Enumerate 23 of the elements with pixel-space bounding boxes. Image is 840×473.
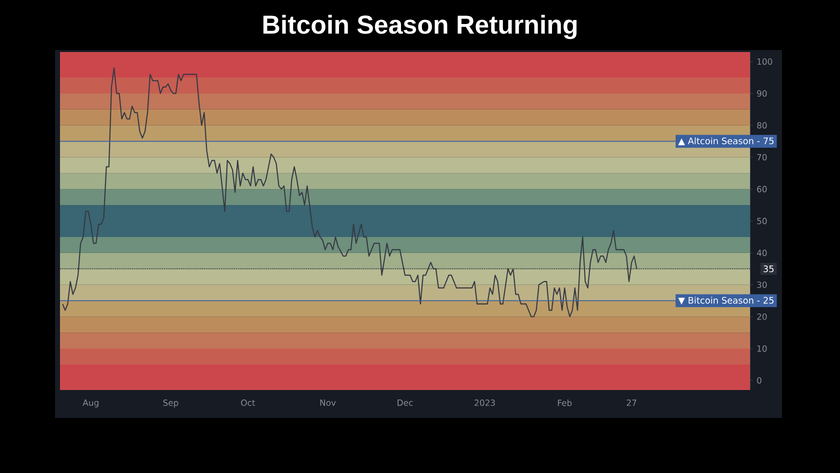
y-tick-label: 20 xyxy=(757,313,767,320)
y-tick-label: 50 xyxy=(757,218,767,224)
y-tick-label: 100 xyxy=(757,58,772,65)
x-tick-label: Aug xyxy=(82,400,98,408)
x-tick-label: Nov xyxy=(320,400,336,406)
ref-line-label: 35 xyxy=(764,265,774,272)
chart-title: Bitcoin Season Returning xyxy=(263,14,577,40)
x-tick-label: 27 xyxy=(626,400,636,406)
ref-line-label: ▲ Altcoin Season - 75 xyxy=(678,137,774,146)
x-tick-label: Dec xyxy=(398,400,413,406)
y-tick-label: 60 xyxy=(757,186,767,192)
y-tick-label: 40 xyxy=(756,250,767,256)
y-tick-label: 90 xyxy=(757,90,767,97)
y-tick-label: 70 xyxy=(757,154,767,160)
y-tick-label: 80 xyxy=(757,122,767,129)
y-tick-label: 0 xyxy=(757,377,762,384)
x-tick-label: Feb xyxy=(558,400,572,406)
ref-line-label: ▼ Bitcoin Season - 25 xyxy=(678,296,774,305)
y-tick-label: 10 xyxy=(757,345,767,352)
x-tick-label: Sep xyxy=(163,400,178,408)
x-tick-label: Oct xyxy=(241,400,256,406)
y-tick-label: 30 xyxy=(757,282,767,288)
x-tick-label: 2023 xyxy=(474,400,495,406)
